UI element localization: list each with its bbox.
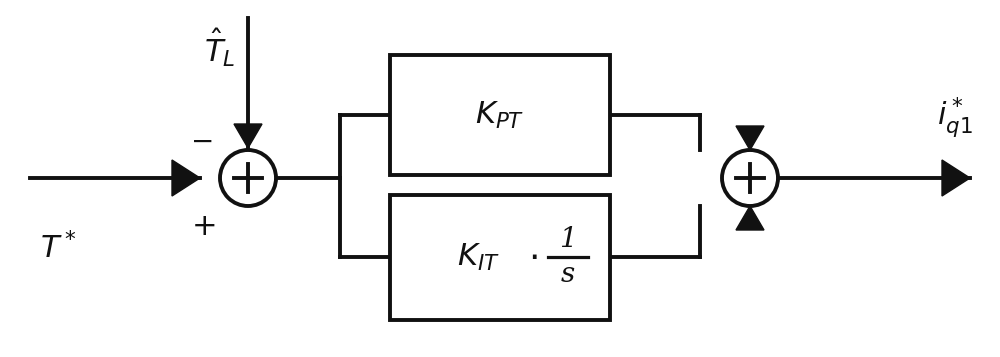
Text: $+$: $+$ <box>191 211 215 242</box>
Polygon shape <box>234 124 262 148</box>
Bar <box>390 195 610 320</box>
Text: $-$: $-$ <box>190 128 212 155</box>
Text: s: s <box>561 261 575 288</box>
Polygon shape <box>942 160 970 196</box>
Polygon shape <box>736 206 764 230</box>
Text: $i_{q1}^*$: $i_{q1}^*$ <box>937 95 973 140</box>
Text: $T^*$: $T^*$ <box>40 233 77 266</box>
Text: 1: 1 <box>559 226 577 252</box>
Circle shape <box>722 150 778 206</box>
Text: $K_{IT}$: $K_{IT}$ <box>457 241 499 272</box>
Circle shape <box>220 150 276 206</box>
Text: $K_{PT}$: $K_{PT}$ <box>475 100 525 131</box>
Polygon shape <box>172 160 200 196</box>
Bar <box>390 55 610 175</box>
Text: $\hat{T}_L$: $\hat{T}_L$ <box>204 27 236 69</box>
Polygon shape <box>736 126 764 150</box>
Text: $\cdot$: $\cdot$ <box>528 240 538 274</box>
